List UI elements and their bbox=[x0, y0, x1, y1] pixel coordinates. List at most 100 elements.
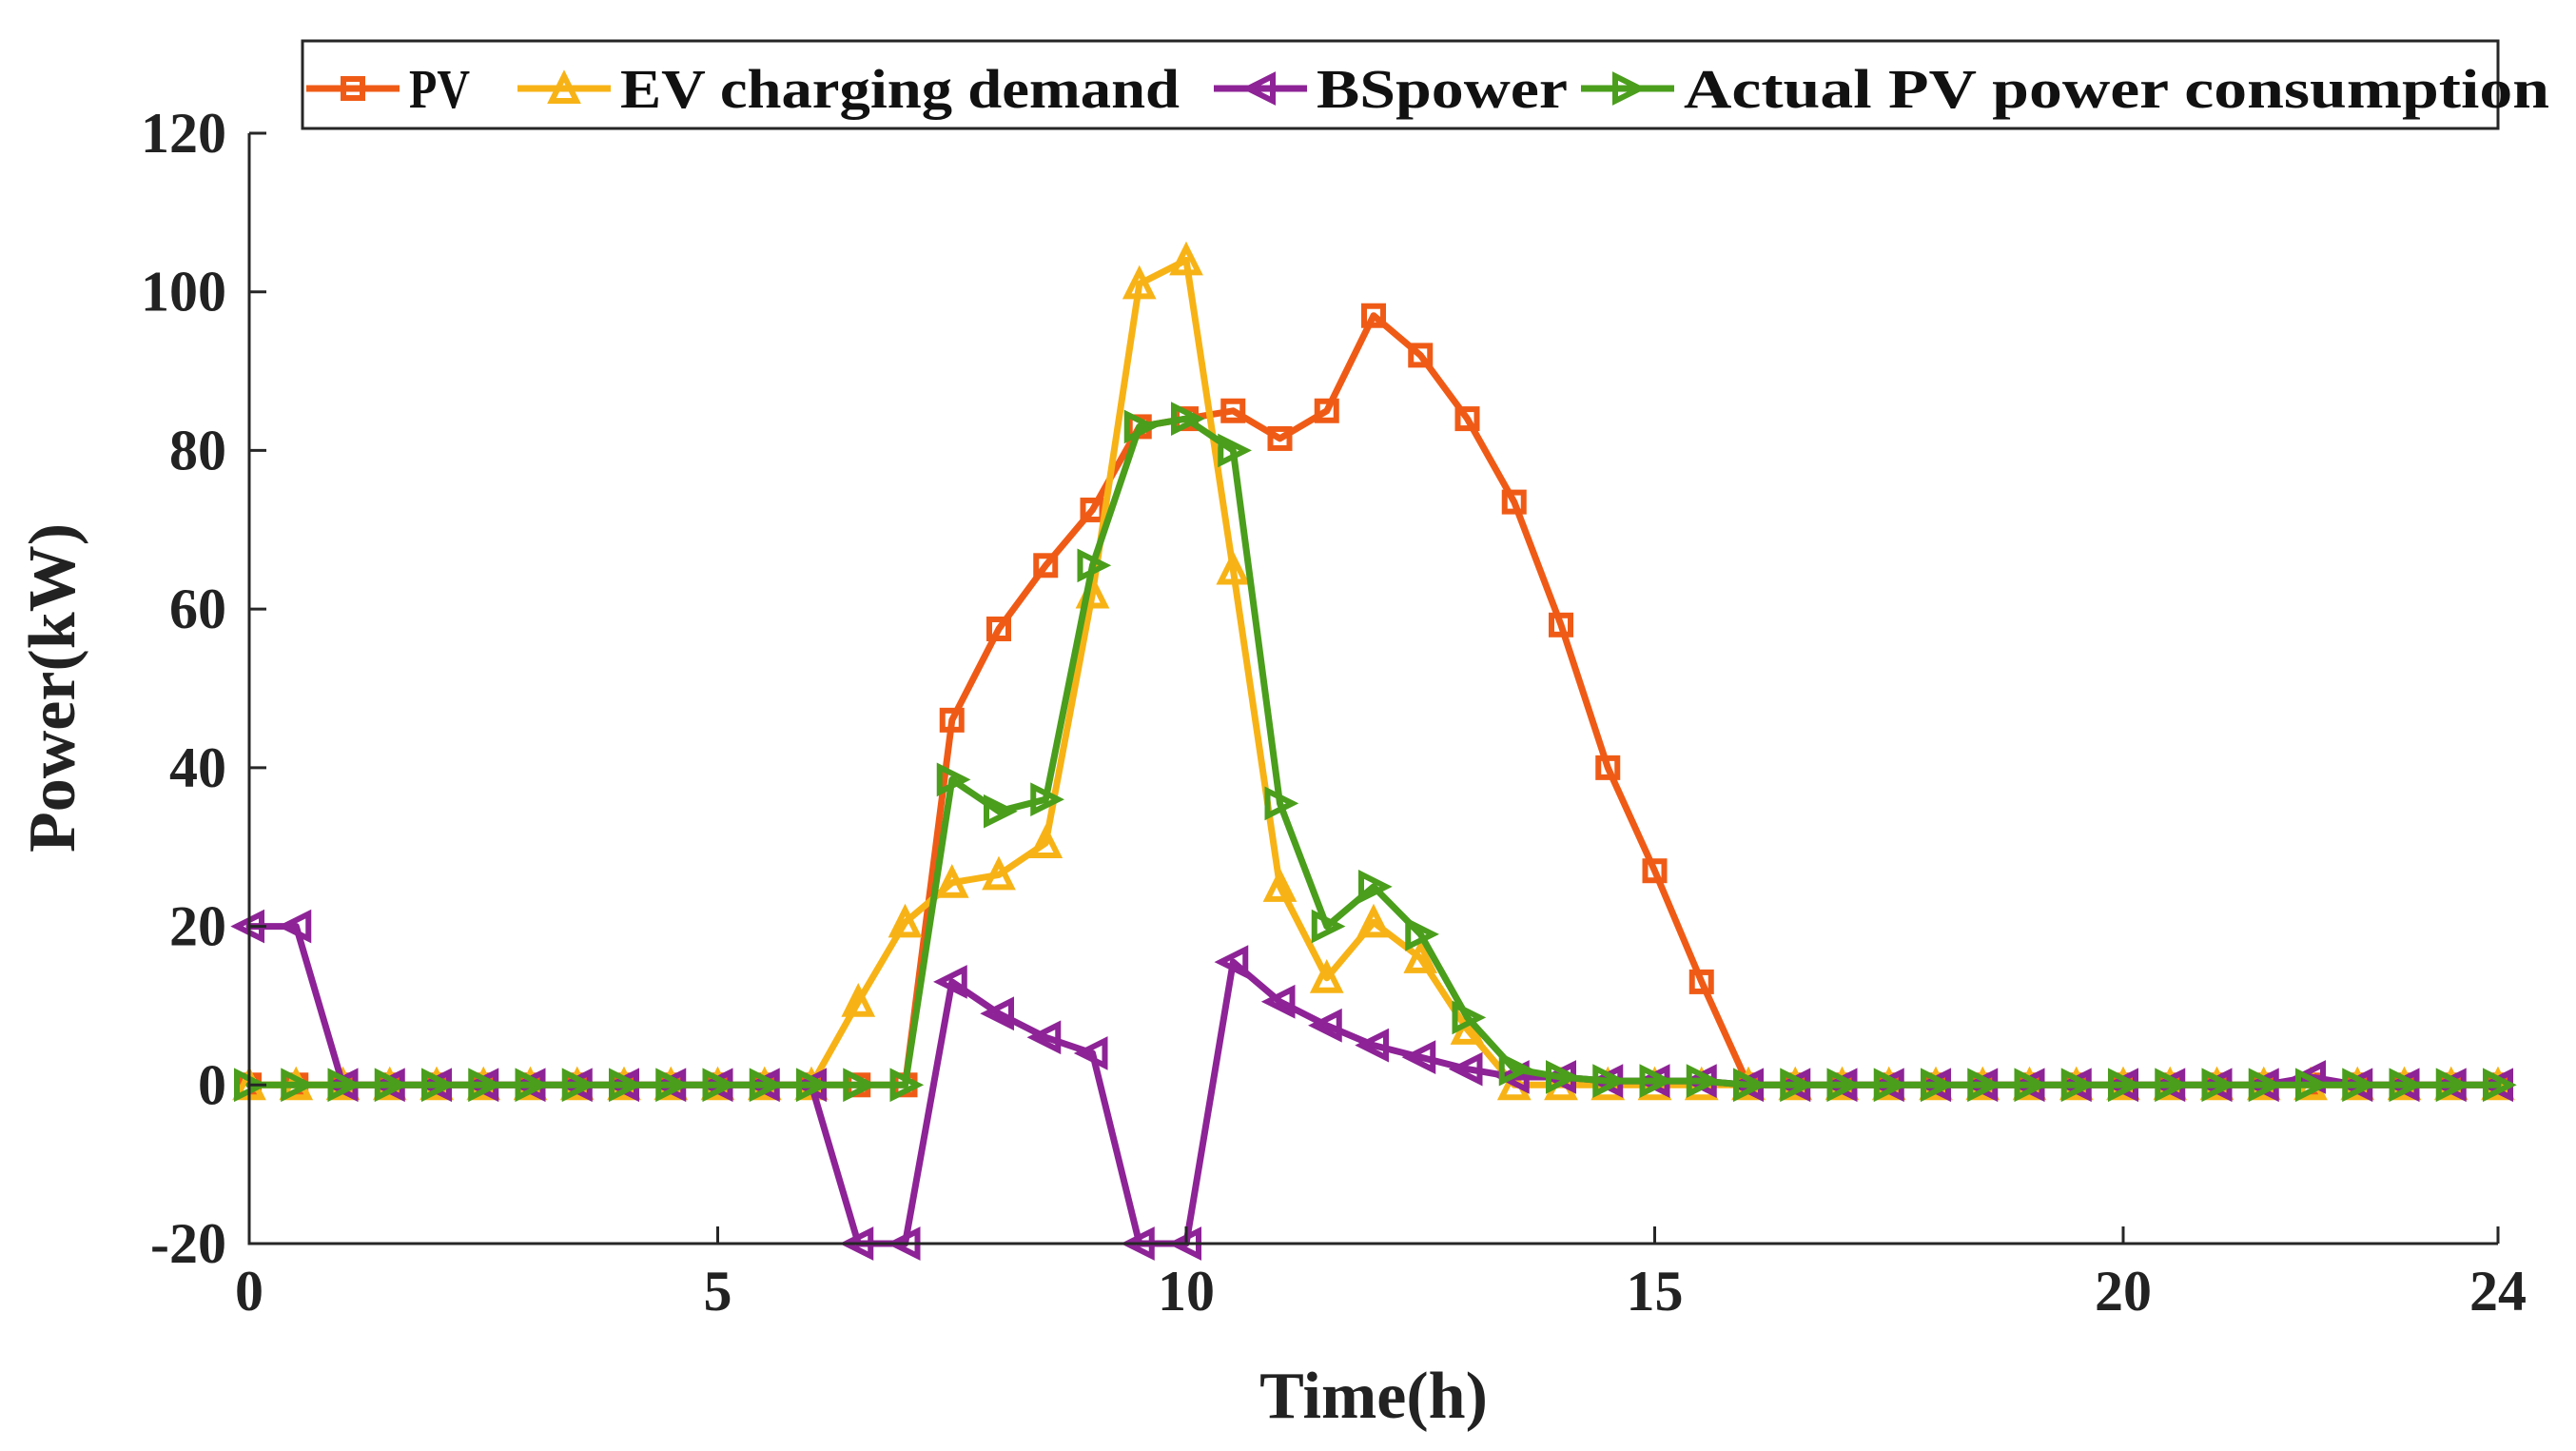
data-point bbox=[2483, 1068, 2517, 1103]
series-line-actual-pv-power-consumption bbox=[245, 415, 2502, 1088]
data-point bbox=[2295, 1068, 2330, 1103]
data-point bbox=[421, 1068, 456, 1103]
data-point bbox=[1026, 1020, 1062, 1055]
data-point bbox=[843, 1068, 877, 1103]
data-point bbox=[1220, 398, 1246, 423]
legend-marker bbox=[1612, 71, 1647, 106]
data-point bbox=[1260, 984, 1296, 1019]
data-point bbox=[1218, 433, 1252, 468]
y-tick-label: 60 bbox=[169, 578, 226, 640]
data-point bbox=[1403, 939, 1438, 973]
legend-marker bbox=[341, 76, 365, 101]
data-point bbox=[1873, 1068, 1908, 1103]
data-point bbox=[374, 1068, 409, 1103]
legend-entry-pv: PV bbox=[306, 58, 470, 120]
series-actual-pv-power-consumption bbox=[234, 402, 2517, 1103]
data-point bbox=[1549, 612, 1573, 637]
y-tick-label: 0 bbox=[198, 1053, 226, 1116]
data-point bbox=[1826, 1068, 1862, 1103]
data-point bbox=[1122, 265, 1157, 300]
data-point bbox=[1308, 1008, 1342, 1043]
legend-marker bbox=[1241, 71, 1276, 106]
data-point bbox=[2248, 1068, 2283, 1103]
data-point bbox=[2435, 1068, 2470, 1103]
data-point bbox=[2389, 1068, 2424, 1103]
data-point bbox=[936, 762, 971, 797]
data-point bbox=[934, 864, 969, 898]
data-point bbox=[1169, 241, 1203, 276]
x-axis-title: Time(h) bbox=[1259, 1360, 1488, 1433]
data-point bbox=[1639, 1064, 1674, 1098]
data-point bbox=[1314, 398, 1339, 423]
data-point bbox=[1309, 959, 1344, 993]
data-point bbox=[1780, 1068, 1814, 1103]
y-tick-label: 40 bbox=[169, 736, 226, 799]
data-point bbox=[984, 794, 1018, 829]
data-point bbox=[749, 1068, 784, 1103]
series-line-ev-charging-demand bbox=[245, 256, 2502, 1088]
data-point bbox=[2155, 1068, 2189, 1103]
data-point bbox=[933, 965, 967, 999]
data-point bbox=[1405, 917, 1439, 951]
data-point bbox=[1686, 1064, 1721, 1098]
data-point bbox=[327, 1068, 362, 1103]
data-point bbox=[1033, 553, 1059, 578]
data-point bbox=[702, 1068, 737, 1103]
data-point bbox=[1311, 909, 1346, 944]
y-axis-title: Power(kW) bbox=[16, 523, 89, 853]
data-point bbox=[2060, 1068, 2096, 1103]
legend: PV EV charging demand BSpower Actual PV pow… bbox=[301, 39, 2549, 130]
x-tick-label: 24 bbox=[2469, 1260, 2527, 1323]
x-tick-label: 10 bbox=[1158, 1260, 1215, 1323]
data-point bbox=[1028, 824, 1064, 859]
y-tick-label: -20 bbox=[150, 1212, 226, 1275]
data-point bbox=[1967, 1068, 2001, 1103]
data-point bbox=[2342, 1068, 2376, 1103]
data-point bbox=[1030, 782, 1064, 817]
data-point bbox=[1214, 945, 1249, 979]
legend-box bbox=[301, 39, 2500, 130]
y-tick-label: 80 bbox=[169, 419, 226, 481]
series-pv bbox=[237, 303, 2510, 1098]
data-point bbox=[1073, 1036, 1108, 1070]
data-point bbox=[982, 855, 1016, 891]
data-point bbox=[655, 1068, 690, 1103]
data-point bbox=[1123, 409, 1159, 444]
data-point bbox=[1361, 303, 1386, 328]
data-point bbox=[1592, 1064, 1627, 1098]
data-point bbox=[2108, 1068, 2142, 1103]
x-tick-label: 20 bbox=[2095, 1260, 2152, 1323]
data-point bbox=[1501, 489, 1527, 515]
y-tick-label: 100 bbox=[141, 261, 226, 324]
data-point bbox=[1448, 1051, 1483, 1087]
data-point bbox=[2201, 1068, 2236, 1103]
data-point bbox=[1264, 786, 1299, 821]
data-point bbox=[888, 903, 923, 938]
data-point bbox=[939, 707, 965, 733]
legend-label: BSpower bbox=[1317, 58, 1568, 120]
legend-entry-ev-charging-demand: EV charging demand bbox=[517, 58, 1180, 120]
plot-area bbox=[230, 241, 2517, 1261]
data-point bbox=[515, 1068, 550, 1103]
series-line-pv bbox=[245, 312, 2502, 1088]
data-point bbox=[889, 1068, 925, 1103]
data-point bbox=[1642, 858, 1668, 884]
data-point bbox=[281, 1068, 315, 1103]
data-point bbox=[1171, 402, 1205, 436]
data-point bbox=[609, 1068, 643, 1103]
x-tick-label: 5 bbox=[704, 1260, 732, 1323]
legend-entry-actual-pv-power-consumption: Actual PV power consumption bbox=[1581, 58, 2549, 120]
y-tick-label: 120 bbox=[141, 102, 226, 165]
data-point bbox=[1077, 548, 1112, 583]
data-point bbox=[796, 1068, 830, 1103]
series-ev-charging-demand bbox=[232, 241, 2515, 1101]
legend-label: EV charging demand bbox=[620, 58, 1180, 120]
data-point bbox=[1498, 1051, 1533, 1087]
data-point bbox=[2014, 1068, 2049, 1103]
legend-label: Actual PV power consumption bbox=[1684, 58, 2549, 120]
data-point bbox=[1688, 969, 1714, 994]
data-point bbox=[1216, 550, 1251, 585]
data-point bbox=[986, 616, 1011, 641]
data-point bbox=[1595, 755, 1621, 780]
